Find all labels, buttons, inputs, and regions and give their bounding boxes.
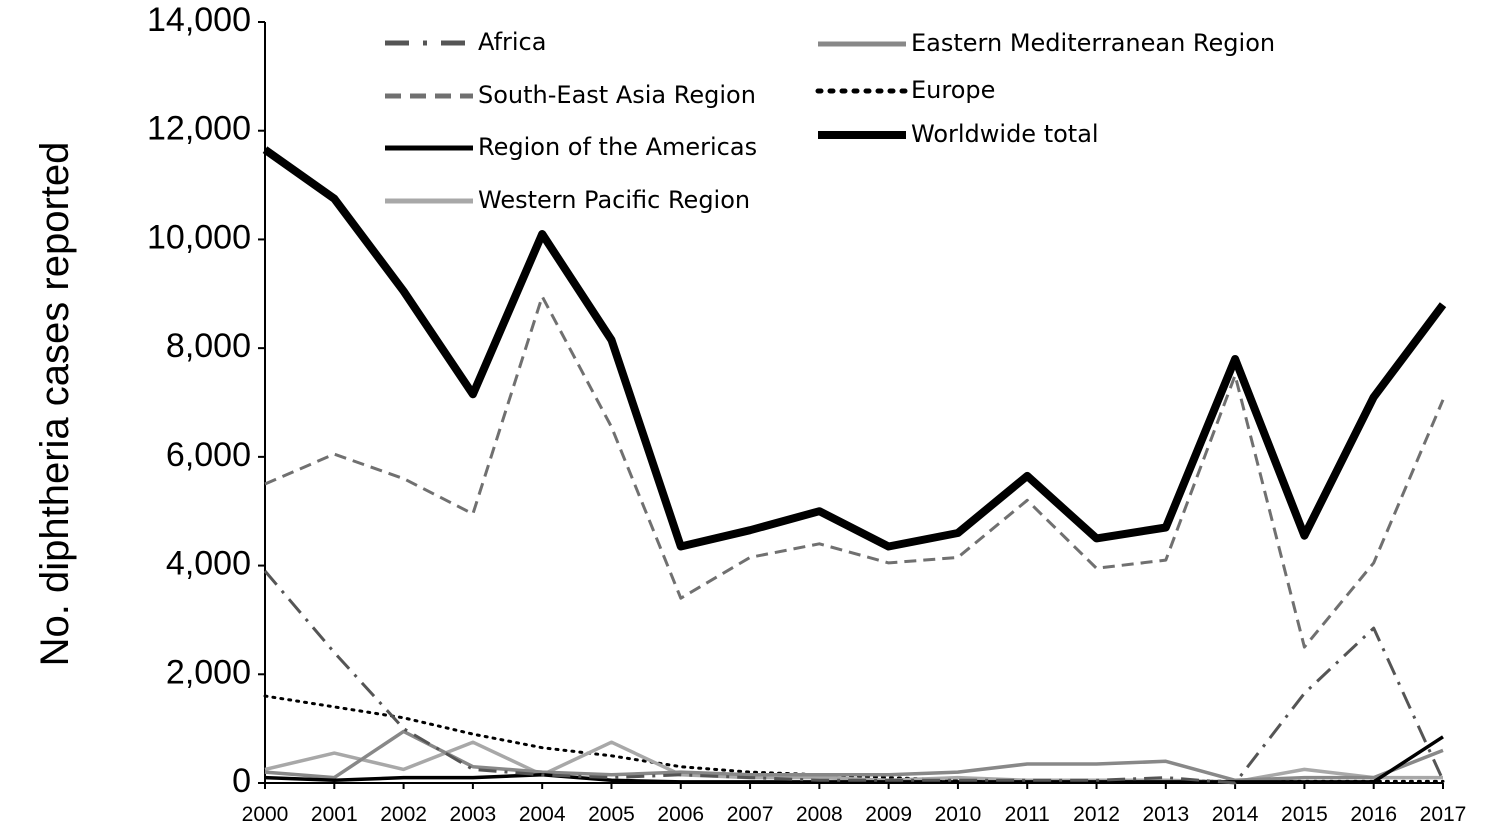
legend-label: Eastern Mediterranean Region [911,29,1275,57]
series-line-region-of-the-americas [264,735,1444,784]
x-tick-label: 2008 [796,803,843,826]
y-axis-label: No. diphtheria cases reported [33,142,77,667]
y-tick-label: 14,000 [147,1,251,39]
legend-label: Region of the Americas [478,133,757,161]
x-tick-label: 2005 [588,803,635,826]
x-tick-label: 2006 [657,803,704,826]
x-tick-label: 2016 [1350,803,1397,826]
series-line-south-east-asia-region [264,295,1445,649]
series-line-africa [263,570,1445,785]
x-tick-label: 2015 [1281,803,1328,826]
y-tick-label: 0 [232,762,251,800]
series-layer [262,146,1447,785]
series-line-worldwide-total [262,146,1447,551]
legend-label: Western Pacific Region [478,186,750,214]
x-tick-label: 2003 [450,803,497,826]
legend-label: Europe [911,76,995,104]
series-line-europe [263,694,1445,783]
x-tick-label: 2012 [1073,803,1120,826]
x-tick-label: 2000 [242,803,289,826]
x-tick-label: 2004 [519,803,566,826]
legend-label: Africa [478,28,546,56]
y-tick-label: 8,000 [166,327,251,365]
y-tick-label: 6,000 [166,436,251,474]
legend: Africa South-East Asia Region Region of th… [385,28,1275,214]
y-tick-label: 12,000 [147,110,251,148]
x-tick-label: 2011 [1005,803,1050,826]
x-tick-label: 2017 [1420,803,1467,826]
series-line-eastern-mediterranean-region [264,729,1444,783]
y-tick-label: 4,000 [166,545,251,583]
y-tick-label: 2,000 [166,653,251,691]
legend-label: South-East Asia Region [478,81,756,109]
x-tick-label: 2002 [380,803,427,826]
x-tick-label: 2010 [935,803,982,826]
x-tick-label: 2009 [865,803,912,826]
y-tick-label: 10,000 [147,218,251,256]
x-tick-label: 2001 [311,803,358,826]
x-tick-label: 2007 [727,803,774,826]
x-tick-label: 2013 [1142,803,1189,826]
x-tick-label: 2014 [1212,803,1259,826]
axes: 0 2,000 4,000 6,000 8,000 10,000 12,000 14,000 2… [147,1,1466,826]
legend-label: Worldwide total [911,120,1099,148]
